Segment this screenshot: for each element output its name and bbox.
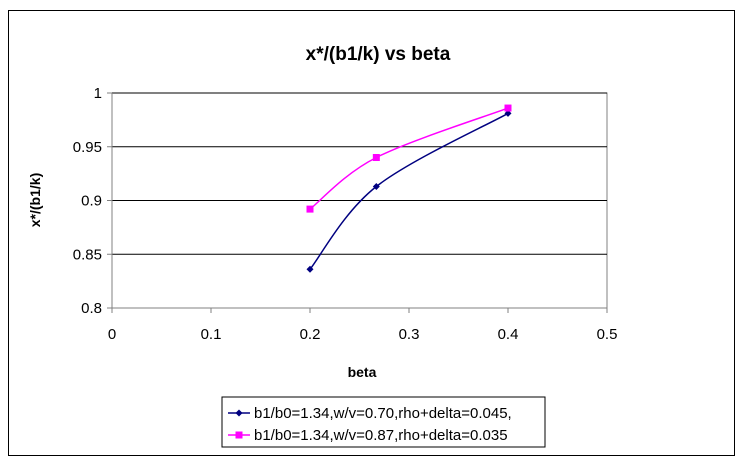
legend-label: b1/b0=1.34,w/v=0.70,rho+delta=0.045, <box>254 405 512 422</box>
x-tick-label: 0.4 <box>498 326 519 343</box>
axes <box>107 92 608 313</box>
legend-item: b1/b0=1.34,w/v=0.70,rho+delta=0.045, <box>228 405 512 422</box>
x-axis-label: beta <box>348 364 377 380</box>
x-tick-label: 0.5 <box>597 326 618 343</box>
x-tick-label: 0.1 <box>201 326 222 343</box>
data-point <box>504 104 512 112</box>
data-point <box>372 154 380 161</box>
y-tick-label: 0.8 <box>81 300 102 317</box>
y-tick-label: 0.9 <box>81 193 102 210</box>
y-axis-label: x*/(b1/k) <box>27 173 43 227</box>
legend-label: b1/b0=1.34,w/v=0.87,rho+delta=0.035 <box>254 427 508 444</box>
data-point <box>504 109 512 117</box>
y-tick-label: 0.95 <box>73 139 102 156</box>
x-tick-label: 0 <box>108 326 116 343</box>
x-tick-label: 0.2 <box>300 326 321 343</box>
series-lines <box>306 104 512 273</box>
legend-item: b1/b0=1.34,w/v=0.87,rho+delta=0.035 <box>228 427 508 444</box>
series-2 <box>306 104 512 213</box>
x-tick-label: 0.3 <box>399 326 420 343</box>
legend-marker <box>235 409 243 417</box>
gridlines <box>111 92 608 309</box>
y-tick-label: 0.85 <box>73 246 102 263</box>
series-1 <box>306 109 512 273</box>
data-point <box>306 205 314 213</box>
tick-labels: 0.8 0.85 0.9 0.95 1 0 0.1 0.2 0.3 0.4 0.5 <box>73 85 618 343</box>
data-point <box>306 265 314 273</box>
y-tick-label: 1 <box>94 85 102 102</box>
legend: b1/b0=1.34,w/v=0.70,rho+delta=0.045, b1/b… <box>221 396 546 448</box>
chart-title: x*/(b1/k) vs beta <box>306 44 451 65</box>
data-point <box>372 183 380 191</box>
legend-marker <box>235 431 243 439</box>
legend-box <box>221 396 546 448</box>
